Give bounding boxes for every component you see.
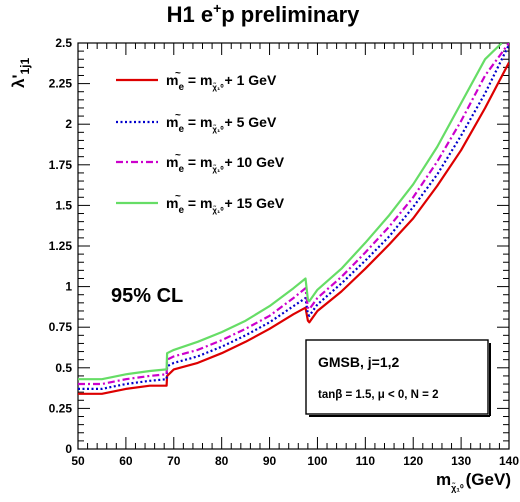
- x-tick-label: 60: [119, 454, 133, 468]
- x-label-unit: (GeV): [466, 470, 511, 489]
- y-tick-label: 2.5: [55, 36, 72, 50]
- series-line-2: [78, 44, 509, 390]
- legend-label-3: me = mχ̃₁⁰+ 10 GeV: [166, 154, 285, 175]
- y-tick-label: 0: [65, 442, 72, 456]
- chart-title: H1 e+p preliminary: [167, 0, 361, 27]
- x-tick-label: 130: [451, 454, 471, 468]
- x-tick-label: 100: [307, 454, 327, 468]
- legend-tilde: ~: [175, 110, 181, 121]
- confidence-level-label: 95% CL: [111, 285, 183, 307]
- x-tick-label: 80: [215, 454, 229, 468]
- x-label-main: m: [436, 470, 451, 489]
- series-layer: [78, 43, 509, 395]
- x-tick-label: 120: [403, 454, 423, 468]
- legend-label-4: me = mχ̃₁⁰+ 15 GeV: [166, 195, 285, 216]
- title-superscript: +: [213, 0, 221, 16]
- legend-tilde: ~: [175, 150, 181, 161]
- x-tick-label: 70: [167, 454, 181, 468]
- y-label-main: λ': [9, 75, 28, 89]
- info-box-model: GMSB, j=1,2: [318, 354, 400, 370]
- title-tail: p preliminary: [221, 2, 360, 27]
- title-main: H1 e: [167, 2, 213, 27]
- series-line-3: [78, 43, 509, 386]
- legend-label-2: me = mχ̃₁⁰+ 5 GeV: [166, 114, 277, 135]
- info-box-parameters: tanβ = 1.5, μ < 0, N = 2: [318, 389, 439, 401]
- y-tick-label: 1.25: [49, 239, 73, 253]
- y-tick-label: 0.5: [55, 361, 72, 375]
- series-line-1: [78, 61, 509, 395]
- x-tick-label: 140: [499, 454, 519, 468]
- y-tick-label: 1: [65, 280, 72, 294]
- y-tick-label: 1.5: [55, 198, 72, 212]
- x-axis-label: mχ̃₁⁰ (GeV): [436, 470, 511, 493]
- y-tick-label: 0.25: [49, 401, 73, 415]
- legend-label-1: me = mχ̃₁⁰+ 1 GeV: [166, 72, 277, 93]
- y-tick-label: 0.75: [49, 320, 73, 334]
- axes: 50 60 70 80 90 100 110 120 130 140 0 0.25 0.5 0.75 1 1.…: [49, 36, 520, 468]
- y-tick-label: 1.75: [49, 158, 73, 172]
- y-label-sub: 1j1: [18, 57, 32, 74]
- legend-tilde: ~: [175, 68, 181, 79]
- legend: me = mχ̃₁⁰+ 1 GeV~me = mχ̃₁⁰+ 5 GeV~me =…: [116, 68, 285, 216]
- series-line-4: [78, 43, 503, 381]
- x-tick-label: 50: [71, 454, 85, 468]
- x-tick-label: 90: [263, 454, 277, 468]
- y-tick-label: 2.25: [49, 77, 73, 91]
- y-axis-label: λ'1j1: [9, 57, 32, 88]
- x-label-sub: χ̃₁⁰: [451, 482, 464, 493]
- legend-tilde: ~: [175, 191, 181, 202]
- y-tick-label: 2: [65, 117, 72, 131]
- info-box: [305, 339, 489, 415]
- x-tick-label: 110: [356, 454, 376, 468]
